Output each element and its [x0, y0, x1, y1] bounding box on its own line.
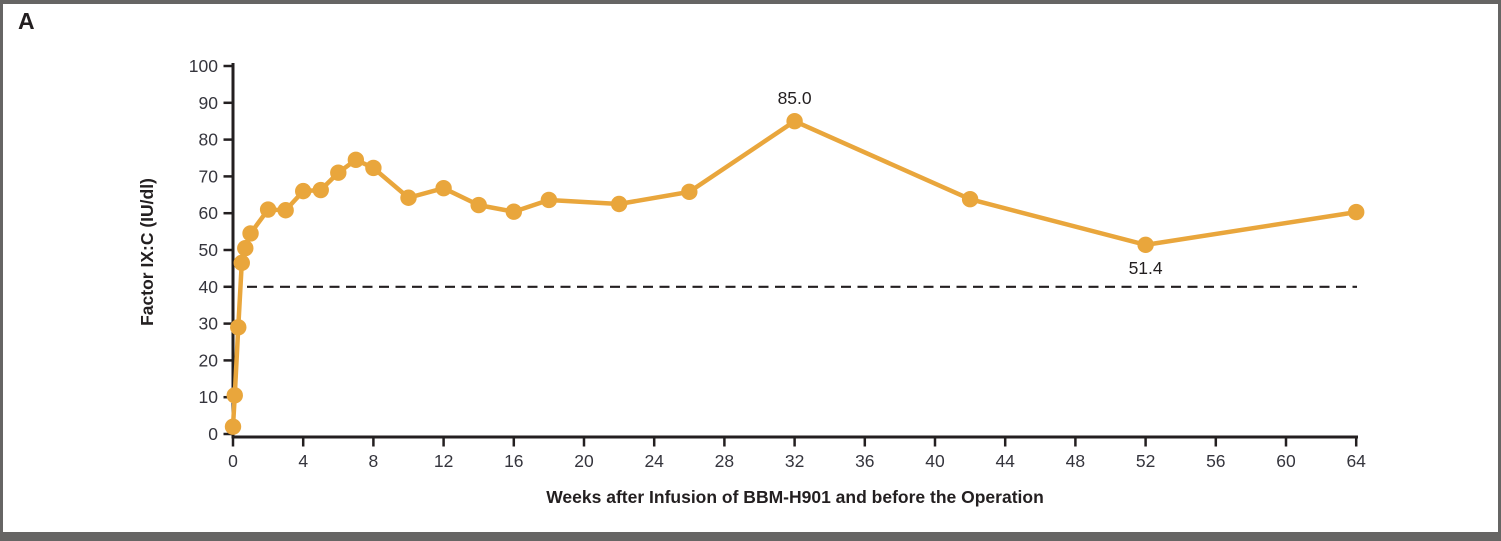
- y-tick-label: 60: [199, 203, 219, 223]
- data-point: [1137, 236, 1154, 254]
- x-tick-label: 32: [785, 451, 804, 471]
- data-point: [610, 195, 628, 213]
- y-tick-label: 70: [199, 166, 219, 186]
- y-tick-label: 10: [199, 387, 219, 407]
- x-tick-label: 20: [574, 451, 594, 471]
- data-point: [233, 254, 250, 272]
- data-point: [505, 203, 522, 220]
- x-tick-label: 40: [925, 451, 945, 471]
- data-point: [786, 113, 803, 130]
- y-tick-label: 90: [199, 93, 219, 113]
- panel-label: A: [18, 8, 35, 34]
- data-point-value-label: 51.4: [1129, 258, 1163, 278]
- x-tick-label: 12: [434, 451, 453, 471]
- data-point: [277, 202, 294, 219]
- data-point: [224, 418, 242, 435]
- y-tick-label: 30: [199, 314, 219, 334]
- y-tick-label: 80: [199, 130, 219, 150]
- x-tick-label: 24: [644, 451, 664, 471]
- factor-ix-series-line: [230, 118, 1359, 429]
- data-point: [365, 159, 382, 177]
- data-point: [400, 189, 417, 206]
- data-point: [242, 225, 259, 242]
- x-tick-label: 16: [504, 451, 523, 471]
- y-tick-label: 0: [208, 424, 218, 444]
- data-point: [540, 191, 558, 209]
- y-tick-label: 50: [199, 240, 219, 260]
- data-point-value-label: 85.0: [778, 88, 812, 108]
- y-tick-label: 100: [189, 56, 218, 76]
- data-point: [470, 196, 487, 214]
- y-tick-label: 20: [199, 350, 219, 370]
- data-point: [226, 387, 243, 404]
- x-tick-label: 44: [995, 451, 1015, 471]
- x-tick-label: 52: [1136, 451, 1155, 471]
- x-tick-label: 0: [228, 451, 238, 471]
- data-point: [681, 183, 698, 201]
- data-point: [312, 181, 329, 199]
- data-point: [237, 239, 254, 257]
- data-point: [961, 191, 979, 208]
- data-point: [230, 319, 247, 336]
- data-point: [435, 179, 452, 197]
- x-tick-label: 64: [1346, 451, 1366, 471]
- x-tick-label: 8: [369, 451, 379, 471]
- x-tick-label: 48: [1066, 451, 1085, 471]
- x-axis-title: Weeks after Infusion of BBM-H901 and bef…: [546, 487, 1044, 507]
- data-point: [347, 151, 365, 169]
- data-point: [330, 164, 347, 181]
- x-tick-label: 28: [715, 451, 734, 471]
- y-axis-title: Factor IX:C (IU/dl): [137, 178, 157, 326]
- x-tick-label: 60: [1276, 451, 1296, 471]
- y-tick-label: 40: [199, 277, 219, 297]
- x-tick-label: 56: [1206, 451, 1225, 471]
- data-point: [259, 201, 277, 218]
- x-tick-label: 4: [298, 451, 308, 471]
- x-tick-label: 36: [855, 451, 874, 471]
- data-point: [1348, 203, 1365, 221]
- data-point: [295, 182, 312, 200]
